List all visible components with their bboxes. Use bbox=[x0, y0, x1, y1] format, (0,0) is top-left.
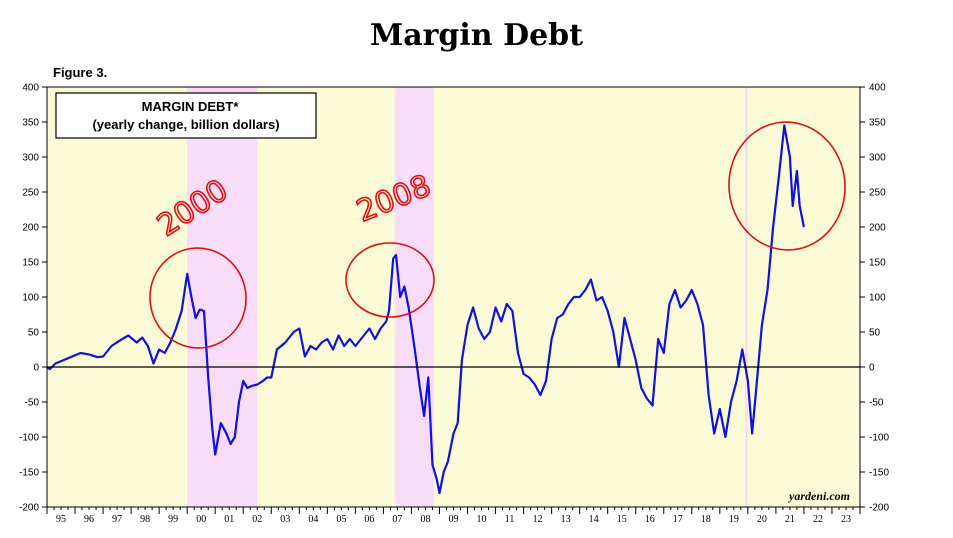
y-tick-label-left: 300 bbox=[22, 153, 39, 164]
x-tick-label: 22 bbox=[813, 514, 823, 525]
y-tick-label-left: 400 bbox=[22, 83, 39, 94]
x-tick-label: 95 bbox=[56, 514, 66, 525]
x-tick-label: 00 bbox=[196, 514, 206, 525]
x-tick-label: 08 bbox=[420, 514, 430, 525]
series-line-margin-debt bbox=[46, 124, 805, 495]
page-title: Margin Debt bbox=[369, 18, 584, 53]
y-tick-label-left: -150 bbox=[19, 468, 39, 479]
x-tick-label: 01 bbox=[224, 514, 234, 525]
y-tick-label-right: -200 bbox=[869, 503, 889, 514]
legend-frame bbox=[55, 92, 317, 139]
y-tick-label-left: 0 bbox=[33, 363, 39, 374]
x-tick-label: 23 bbox=[841, 514, 851, 525]
y-tick-label-left: -50 bbox=[25, 398, 40, 409]
x-tick-label: 14 bbox=[589, 514, 599, 525]
x-tick-label: 02 bbox=[252, 514, 262, 525]
y-tick-label-right: 150 bbox=[869, 258, 886, 269]
x-tick-label: 18 bbox=[701, 514, 711, 525]
y-tick-label-left: 350 bbox=[22, 118, 39, 129]
x-tick-label: 17 bbox=[673, 514, 683, 525]
x-tick-label: 16 bbox=[645, 514, 655, 525]
y-tick-label-left: -100 bbox=[19, 433, 39, 444]
x-tick-label: 09 bbox=[449, 514, 459, 525]
y-tick-label-right: 50 bbox=[869, 328, 881, 339]
x-tick-label: 19 bbox=[729, 514, 739, 525]
x-tick-label: 98 bbox=[140, 514, 150, 525]
circle-2021-peak bbox=[728, 121, 846, 251]
y-tick-label-right: 350 bbox=[869, 118, 886, 129]
x-tick-label: 21 bbox=[785, 514, 795, 525]
source-label: yardeni.com bbox=[787, 489, 850, 503]
x-tick-label: 10 bbox=[477, 514, 487, 525]
y-tick-label-left: 50 bbox=[28, 328, 40, 339]
y-tick-label-right: 250 bbox=[869, 188, 886, 199]
x-tick-label: 15 bbox=[617, 514, 627, 525]
recession-band-2 bbox=[745, 87, 748, 507]
x-tick-label: 07 bbox=[392, 514, 402, 525]
y-tick-label-right: -50 bbox=[869, 398, 884, 409]
x-tick-label: 13 bbox=[561, 514, 571, 525]
x-tick-label: 05 bbox=[336, 514, 346, 525]
y-tick-label-left: -200 bbox=[19, 503, 39, 514]
x-tick-label: 12 bbox=[533, 514, 543, 525]
x-tick-label: 03 bbox=[280, 514, 290, 525]
x-tick-label: 20 bbox=[757, 514, 767, 525]
plot-area bbox=[46, 86, 861, 508]
y-axis-right: 400 350 300 250 200 150 100 50 0 -50 -100 -150 -200 bbox=[860, 83, 889, 514]
x-tick-label: 11 bbox=[505, 514, 515, 525]
y-tick-label-right: 300 bbox=[869, 153, 886, 164]
y-tick-label-right: 200 bbox=[869, 223, 886, 234]
legend-subtitle: (yearly change, billion dollars) bbox=[92, 117, 279, 132]
x-tick-label: 04 bbox=[308, 514, 318, 525]
y-tick-label-right: 0 bbox=[869, 363, 875, 374]
x-tick-label: 96 bbox=[84, 514, 94, 525]
y-tick-label-right: 400 bbox=[869, 83, 886, 94]
x-axis: 95 96 97 98 99 00 01 02 03 04 05 06 07 08 09 10 11 12 13 14… bbox=[46, 507, 861, 525]
circle-2008-peak bbox=[345, 242, 435, 318]
x-tick-label: 99 bbox=[168, 514, 178, 525]
y-tick-label-right: 100 bbox=[869, 293, 886, 304]
figure-label: Figure 3. bbox=[53, 65, 107, 80]
y-tick-label-left: 250 bbox=[22, 188, 39, 199]
x-tick-label: 97 bbox=[112, 514, 122, 525]
circle-2000-peak bbox=[149, 247, 247, 349]
y-tick-label-right: -100 bbox=[869, 433, 889, 444]
legend-box: MARGIN DEBT* (yearly change, billion dol… bbox=[55, 92, 317, 139]
y-tick-label-left: 100 bbox=[22, 293, 39, 304]
x-tick-label: 06 bbox=[364, 514, 374, 525]
y-tick-label-right: -150 bbox=[869, 468, 889, 479]
legend-title: MARGIN DEBT* bbox=[142, 99, 240, 114]
y-tick-label-left: 150 bbox=[22, 258, 39, 269]
y-axis-left: 400 350 300 250 200 150 100 50 0 -50 -100 -150 -200 bbox=[19, 83, 47, 514]
y-tick-label-left: 200 bbox=[22, 223, 39, 234]
